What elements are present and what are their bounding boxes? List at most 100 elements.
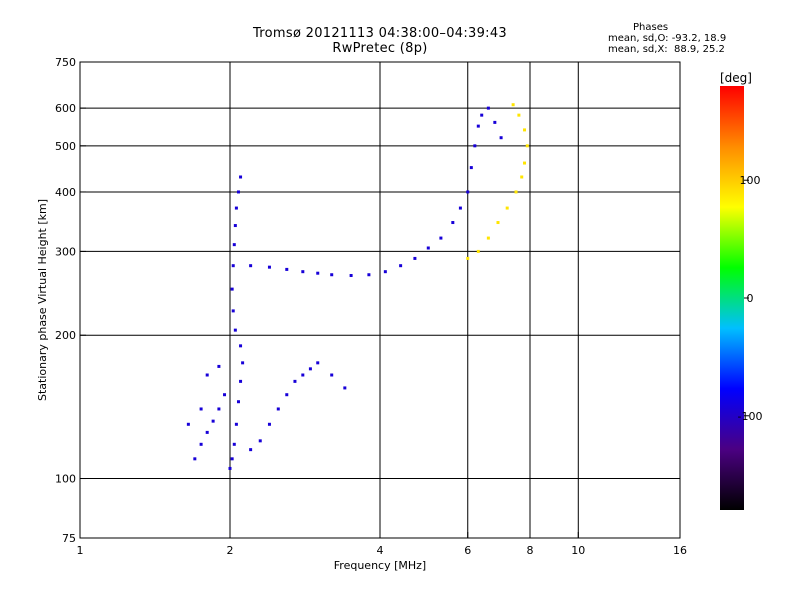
y-tick-label: 750 [55,56,76,69]
data-point-o [439,236,443,240]
data-point-o [316,361,320,365]
data-point-o [330,273,334,277]
data-point-o [232,243,236,247]
x-tick-label: 10 [571,544,585,557]
data-point-o [233,328,237,332]
data-point-o [451,221,455,225]
x-tick-label: 6 [464,544,471,557]
data-point-o [383,270,387,274]
data-point-x [525,144,529,148]
data-point-o [267,265,271,269]
data-point-o [308,367,312,371]
data-point-o [469,166,473,170]
data-point-x [517,113,521,117]
data-point-o [186,422,190,426]
y-tick-label: 300 [55,245,76,258]
x-tick-label: 1 [77,544,84,557]
data-point-o [231,264,235,268]
data-point-o [285,267,289,271]
data-point-o [236,190,240,194]
data-point-o [301,270,305,274]
data-point-o [399,264,403,268]
data-point-o [228,466,232,470]
data-point-o [193,457,197,461]
data-point-o [258,439,262,443]
data-point-o [231,309,235,313]
colorbar-tick-label: -100 [738,410,763,423]
data-point-o [285,393,289,397]
data-point-x [523,161,527,165]
data-point-o [205,373,209,377]
data-point-x [514,190,518,194]
data-point-x [476,249,480,253]
data-point-o [499,136,503,140]
data-point-o [241,361,245,365]
data-point-o [199,442,203,446]
data-point-o [367,273,371,277]
data-point-o [249,264,253,268]
phases-stats-o: mean, sd,O: -93.2, 18.9 [608,33,727,44]
grid-lines [80,62,680,538]
y-axis-ticks: 75 100 200 300 400 500 600 750 [55,56,86,545]
data-point-o [473,144,477,148]
phases-stats-x: mean, sd,X: 88.9, 25.2 [608,44,725,55]
data-point-o [223,393,227,397]
data-point-o [466,190,470,194]
data-point-o [239,344,243,348]
colorbar-ticks: 100 0 -100 [738,174,763,423]
data-point-o [330,373,334,377]
data-point-o [480,113,484,117]
data-point-o [301,373,305,377]
data-point-o [249,448,253,452]
data-point-o [413,256,417,260]
y-tick-label: 75 [62,532,76,545]
y-tick-label: 600 [55,102,76,115]
data-point-o [205,430,209,434]
data-point-o [476,124,480,128]
data-point-o [316,271,320,275]
data-point-o [426,246,430,250]
data-point-o [232,442,236,446]
colorbar-label: [deg] [720,71,752,85]
chart-title: Tromsø 20121113 04:38:00–04:39:43 [252,26,508,41]
data-point-o [458,206,462,210]
data-point-x [520,175,524,179]
data-point-x [466,256,470,260]
data-point-o [236,400,240,404]
data-point-o [239,379,243,383]
colorbar-tick-label: 0 [747,292,754,305]
x-tick-label: 4 [377,544,384,557]
y-tick-label: 500 [55,140,76,153]
data-point-o [233,224,237,228]
data-point-o [293,379,297,383]
data-point-x [486,236,490,240]
data-point-x [523,128,527,132]
data-point-x [505,206,509,210]
chart-subtitle: RwPretec (8p) [332,41,428,56]
data-point-o [230,457,234,461]
data-point-o [486,106,490,110]
data-point-o [217,407,221,411]
data-point-o [199,407,203,411]
data-point-o [349,274,353,278]
y-tick-label: 200 [55,329,76,342]
x-axis-ticks: 1 2 4 6 8 10 16 [77,532,687,557]
data-point-o [493,120,497,124]
colorbar [720,86,744,510]
data-point-o [276,407,280,411]
data-point-x [496,221,500,225]
data-point-o [267,422,271,426]
x-tick-label: 16 [673,544,687,557]
data-point-o [230,287,234,291]
data-point-o [217,364,221,368]
x-axis-label: Frequency [MHz] [334,559,426,572]
x-tick-label: 2 [227,544,234,557]
colorbar-tick-label: 100 [740,174,761,187]
y-axis-label: Stationary phase Virtual Height [km] [36,199,49,401]
data-point-o [234,422,238,426]
y-tick-label: 100 [55,473,76,486]
data-point-o [343,386,347,390]
x-tick-label: 8 [527,544,534,557]
phases-heading: Phases [633,22,669,33]
